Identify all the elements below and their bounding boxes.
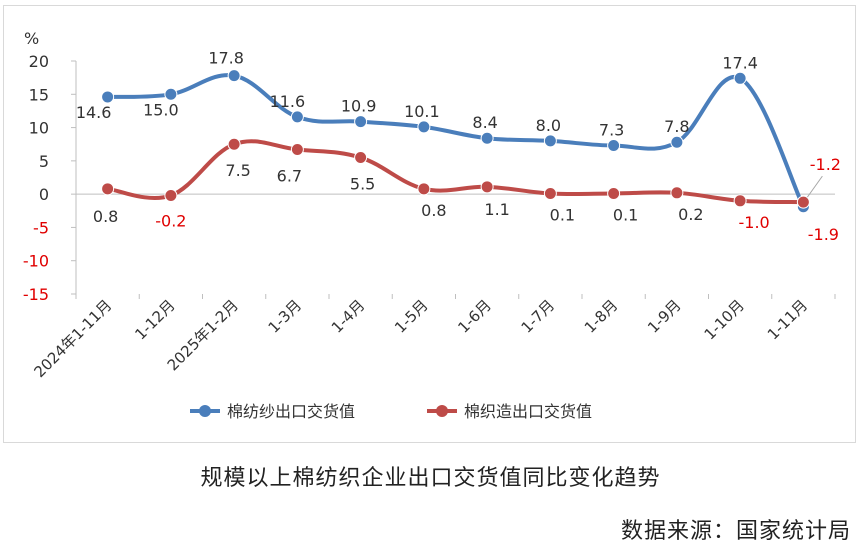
chart-frame	[3, 5, 856, 443]
data-point	[354, 115, 368, 129]
series-line	[107, 139, 804, 205]
x-tick-label: 1-9月	[644, 296, 685, 337]
x-tick-label: 1-10月	[701, 296, 748, 343]
data-label: 17.8	[208, 49, 244, 68]
x-tick-label: 1-4月	[328, 296, 369, 337]
legend-item: 棉纺纱出口交货值	[190, 402, 355, 421]
legend-marker	[436, 405, 448, 417]
data-point	[417, 182, 431, 196]
data-point	[290, 143, 304, 157]
legend-label: 棉纺纱出口交货值	[227, 402, 355, 421]
x-tick-label: 1-3月	[265, 296, 306, 337]
series-line	[107, 73, 806, 208]
data-point	[543, 134, 557, 148]
y-tick-label: 10	[29, 119, 49, 138]
data-point	[670, 186, 684, 200]
data-label: 8.4	[472, 113, 497, 132]
data-label: 17.4	[722, 53, 758, 72]
data-label: 0.2	[678, 205, 703, 224]
data-point	[354, 151, 368, 165]
data-label-leader-line	[806, 175, 823, 198]
data-label: 0.8	[421, 201, 446, 220]
data-point	[670, 135, 684, 149]
data-point	[796, 195, 810, 209]
x-tick-label: 1-11月	[764, 296, 811, 343]
y-tick-label: 20	[29, 52, 49, 71]
data-label: 7.3	[599, 121, 624, 140]
data-point	[607, 139, 621, 153]
data-point	[164, 87, 178, 101]
data-label: -1.2	[810, 155, 841, 174]
data-label: 15.0	[143, 100, 179, 119]
y-tick-label: -15	[23, 285, 49, 304]
data-point	[543, 186, 557, 200]
data-label: -0.2	[155, 211, 186, 230]
y-tick-label: -10	[23, 252, 49, 271]
y-tick-label: 15	[29, 85, 49, 104]
legend-item: 棉织造出口交货值	[427, 402, 592, 421]
data-point	[417, 120, 431, 134]
data-label: 8.0	[536, 116, 561, 135]
data-point	[480, 131, 494, 145]
data-label: 7.5	[225, 161, 250, 180]
data-source-note: 数据来源：国家统计局	[620, 519, 851, 544]
data-label: 7.8	[664, 117, 689, 136]
data-label: 0.8	[93, 207, 118, 226]
y-tick-label: 5	[39, 152, 49, 171]
series-cotton-weaving: 0.8 -0.2 7.5 6.7 5.5 0.8 1.1 0.1 0.1 0.2 -1.0 -1.2	[93, 137, 841, 232]
legend-label: 棉织造出口交货值	[464, 402, 592, 421]
data-label: 0.1	[550, 205, 575, 224]
data-point	[227, 69, 241, 83]
legend-marker	[199, 405, 211, 417]
x-tick-label: 1-8月	[581, 296, 622, 337]
chart-caption: 规模以上棉纺织企业出口交货值同比变化趋势	[200, 466, 661, 491]
data-label: 11.6	[270, 92, 306, 111]
legend: 棉纺纱出口交货值 棉织造出口交货值	[190, 402, 592, 421]
data-point	[480, 180, 494, 194]
x-tick-label: 1-12月	[131, 296, 178, 343]
data-point	[290, 110, 304, 124]
y-tick-label: 0	[39, 185, 49, 204]
data-point	[607, 186, 621, 200]
data-point	[227, 137, 241, 151]
data-label: 6.7	[277, 167, 302, 186]
data-label: 0.1	[613, 205, 638, 224]
data-point	[164, 188, 178, 202]
data-point	[101, 182, 115, 196]
data-label: 5.5	[350, 175, 375, 194]
data-point	[733, 194, 747, 208]
data-label: -1.9	[808, 225, 839, 244]
data-label: 1.1	[484, 200, 509, 219]
data-label: 14.6	[76, 103, 112, 122]
series-cotton-yarn: 14.6 15.0 17.8 11.6 10.9 10.1 8.4 8.0 7.3 7.8 17.4…	[76, 49, 839, 244]
y-axis-unit-label: %	[24, 29, 39, 48]
data-point	[101, 90, 115, 104]
data-label: -1.0	[739, 213, 770, 232]
x-tick-label: 1-6月	[454, 296, 495, 337]
data-point	[733, 71, 747, 85]
x-tick-label: 1-7月	[518, 296, 559, 337]
x-tick-label: 1-5月	[391, 296, 432, 337]
x-tick-label: 2024年1-11月	[30, 296, 115, 381]
y-tick-label: -5	[33, 218, 49, 237]
data-label: 10.1	[404, 102, 440, 121]
data-label: 10.9	[341, 97, 377, 116]
